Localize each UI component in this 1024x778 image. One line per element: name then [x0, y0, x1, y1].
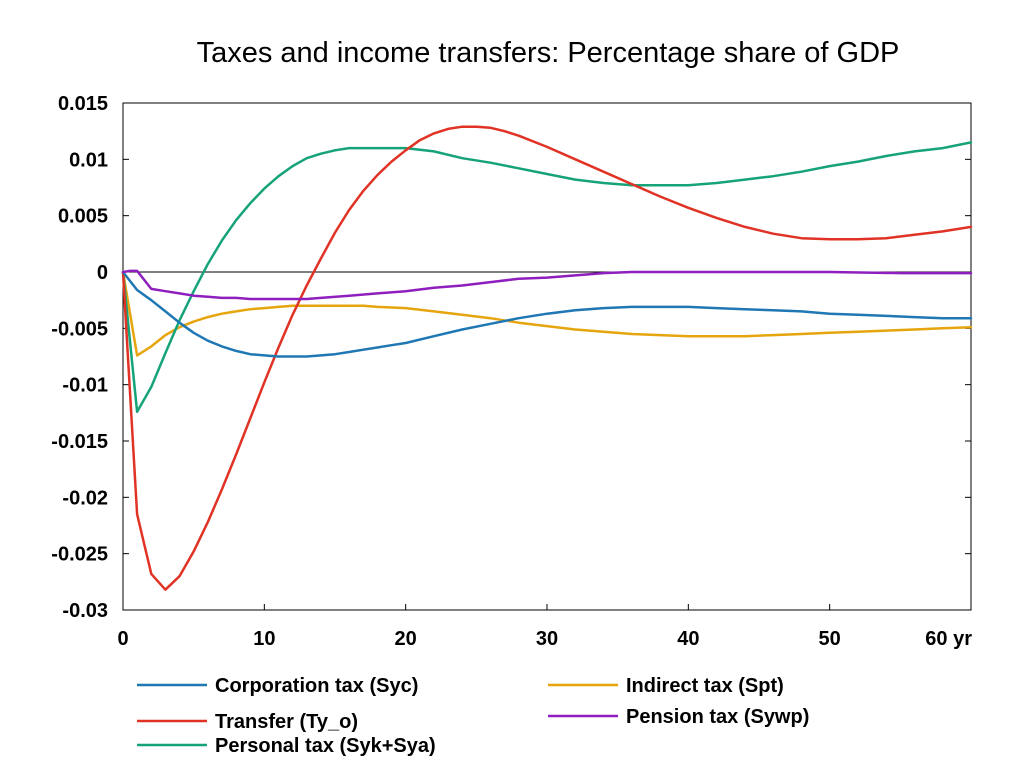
y-tick-label: 0 [97, 262, 108, 284]
plot-area: 0.015 0.01 0.005 0 -0.005 -0.01 -0.015 -0.02 -0.… [51, 93, 973, 650]
legend-label: Pension tax (Sywp) [626, 706, 809, 728]
x-tick-label: 50 [819, 628, 841, 650]
x-tick-label: 20 [395, 628, 417, 650]
chart-title: Taxes and income transfers: Percentage s… [197, 37, 900, 69]
x-tick-label: 30 [536, 628, 558, 650]
legend-label: Personal tax (Syk+Sya) [215, 735, 436, 757]
series-line-2 [121, 141, 973, 413]
y-tick-label: 0.005 [58, 206, 108, 228]
series-line-4 [121, 269, 973, 301]
y-tick-label: -0.03 [62, 600, 108, 622]
y-tick-label: 0.01 [69, 149, 108, 171]
x-tick-label: 10 [253, 628, 275, 650]
series-line-3 [121, 270, 973, 357]
x-tick-label: 40 [677, 628, 699, 650]
x-tick-label: 60 yr [925, 628, 972, 650]
y-tick-label: -0.025 [51, 544, 108, 566]
y-tick-label: -0.01 [62, 375, 108, 397]
y-tick-label: 0.015 [58, 93, 108, 115]
plot-frame [122, 102, 972, 611]
y-tick-label: -0.005 [51, 318, 108, 340]
x-tick-label: 0 [117, 628, 128, 650]
legend-label: Corporation tax (Syc) [215, 675, 418, 697]
series-line-0 [121, 270, 973, 358]
y-tick-label: -0.02 [62, 487, 108, 509]
legend-label: Indirect tax (Spt) [626, 675, 784, 697]
y-tick-label: -0.015 [51, 431, 108, 453]
series-line-1 [121, 125, 973, 591]
legend: Corporation tax (Syc) Transfer (Ty_o)Pers… [137, 675, 809, 757]
legend-label: Transfer (Ty_o) [215, 711, 358, 733]
